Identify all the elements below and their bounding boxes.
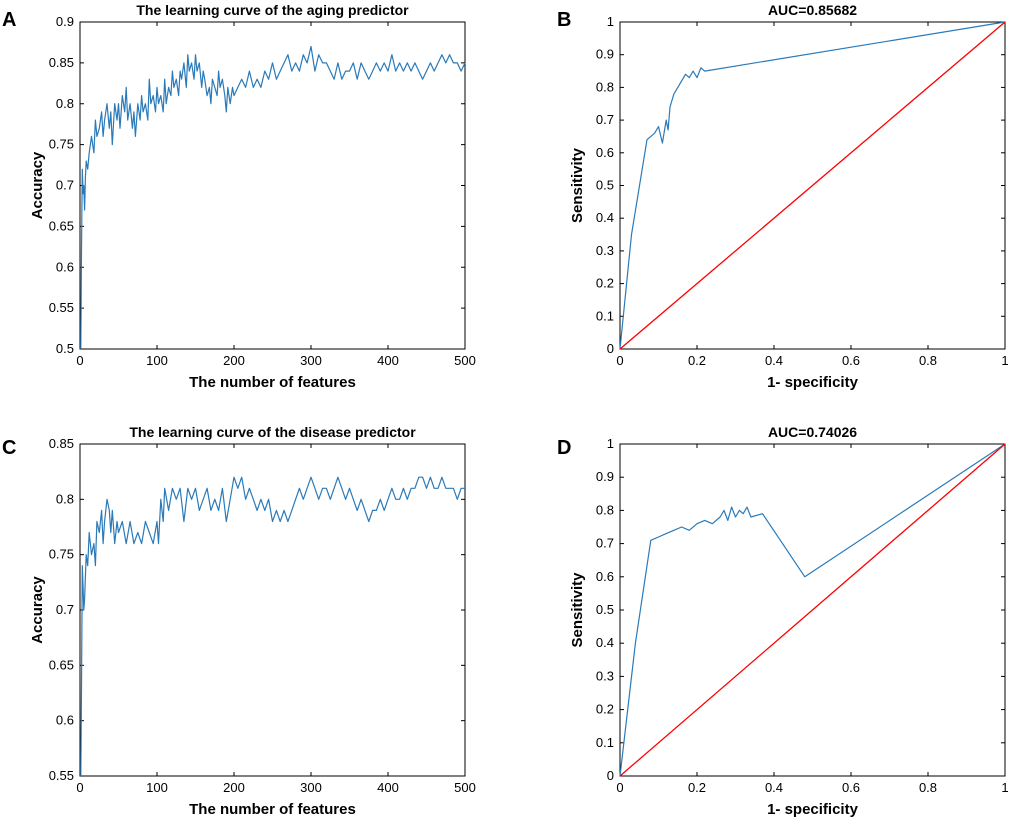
panel-letter: C — [2, 437, 16, 459]
y-tick-label: 1 — [607, 436, 614, 451]
x-tick-label: 0 — [616, 353, 623, 368]
x-tick-label: 1 — [1001, 353, 1008, 368]
y-tick-label: 0.6 — [56, 259, 74, 274]
y-tick-label: 0.65 — [49, 657, 74, 672]
y-tick-label: 0.6 — [596, 145, 614, 160]
y-tick-label: 0.8 — [596, 502, 614, 517]
y-tick-label: 0.8 — [596, 79, 614, 94]
y-tick-label: 0.7 — [596, 536, 614, 551]
x-tick-label: 0.8 — [919, 353, 937, 368]
y-axis-label: Sensitivity — [569, 147, 586, 223]
y-tick-label: 0.3 — [596, 243, 614, 258]
series-line-accuracy — [80, 45, 466, 350]
x-tick-label: 0 — [76, 353, 83, 368]
y-tick-label: 1 — [607, 14, 614, 29]
y-tick-label: 0.85 — [49, 436, 74, 451]
y-tick-label: 0.1 — [596, 308, 614, 323]
y-tick-label: 0.7 — [56, 178, 74, 193]
panel-b: B AUC=0.85682 0 0.2 0.4 0.6 0.8 1 0 0.1 0.2 0.3 0.4 0… — [557, 2, 1009, 391]
x-tick-label: 400 — [377, 780, 399, 795]
y-tick-label: 0.9 — [56, 14, 74, 29]
y-tick-label: 0.8 — [56, 96, 74, 111]
x-tick-label: 200 — [223, 353, 245, 368]
plot-frame — [79, 443, 466, 777]
y-tick-label: 0.4 — [596, 210, 614, 225]
x-tick-label: 0 — [616, 780, 623, 795]
y-tick-label: 0.75 — [49, 137, 74, 152]
x-tick-label: 200 — [223, 780, 245, 795]
y-axis-label: Accuracy — [29, 151, 46, 219]
y-tick-label: 0.55 — [49, 768, 74, 783]
y-tick-label: 0.9 — [596, 47, 614, 62]
y-axis-label: Sensitivity — [569, 572, 586, 648]
panel-d: D AUC=0.74026 0 0.2 0.4 0.6 0.8 1 0 0.1 0.2 0.3 0.4 0… — [557, 424, 1009, 818]
y-tick-label: 0 — [607, 341, 614, 356]
x-tick-label: 1 — [1001, 780, 1008, 795]
x-axis-label: The number of features — [189, 374, 356, 391]
panel-letter: D — [557, 437, 571, 459]
y-tick-label: 0.2 — [596, 276, 614, 291]
y-tick-label: 0.5 — [596, 178, 614, 193]
y-tick-label: 0.9 — [596, 469, 614, 484]
series-line-accuracy — [80, 476, 465, 777]
x-tick-label: 0.2 — [688, 780, 706, 795]
x-tick-label: 100 — [146, 780, 168, 795]
x-tick-label: 0.6 — [842, 353, 860, 368]
panel-letter: A — [2, 9, 16, 31]
chart-title: The learning curve of the disease predic… — [129, 424, 416, 440]
chart-title: AUC=0.85682 — [768, 2, 857, 18]
y-tick-label: 0.7 — [596, 112, 614, 127]
x-tick-label: 0.8 — [919, 780, 937, 795]
y-tick-label: 0.8 — [56, 491, 74, 506]
y-tick-label: 0.65 — [49, 218, 74, 233]
y-tick-label: 0.6 — [56, 713, 74, 728]
x-tick-label: 300 — [300, 780, 322, 795]
x-tick-label: 500 — [454, 353, 476, 368]
series-line-roc — [619, 443, 1006, 777]
y-tick-label: 0 — [607, 768, 614, 783]
x-axis-label: 1- specificity — [767, 801, 859, 818]
x-tick-label: 300 — [300, 353, 322, 368]
y-tick-label: 0.2 — [596, 702, 614, 717]
panel-a: A The learning curve of the aging predict… — [2, 2, 476, 391]
y-tick-label: 0.4 — [596, 635, 614, 650]
panel-letter: B — [557, 9, 571, 31]
y-axis-label: Accuracy — [29, 576, 46, 644]
x-tick-label: 0 — [76, 780, 83, 795]
x-axis-label: 1- specificity — [767, 374, 859, 391]
x-axis-label: The number of features — [189, 801, 356, 818]
y-tick-label: 0.3 — [596, 668, 614, 683]
y-tick-label: 0.1 — [596, 735, 614, 750]
y-tick-label: 0.75 — [49, 547, 74, 562]
x-tick-label: 0.4 — [765, 353, 783, 368]
x-tick-label: 500 — [454, 780, 476, 795]
chart-title: AUC=0.74026 — [768, 424, 857, 440]
y-tick-label: 0.7 — [56, 602, 74, 617]
x-tick-label: 0.6 — [842, 780, 860, 795]
y-tick-label: 0.55 — [49, 300, 74, 315]
plot-frame — [79, 21, 466, 350]
x-tick-label: 400 — [377, 353, 399, 368]
series-line-roc — [619, 21, 1006, 350]
x-tick-label: 0.4 — [765, 780, 783, 795]
y-tick-label: 0.85 — [49, 55, 74, 70]
chart-title: The learning curve of the aging predicto… — [136, 2, 409, 18]
y-tick-label: 0.5 — [56, 341, 74, 356]
x-tick-label: 0.2 — [688, 353, 706, 368]
panel-c: C The learning curve of the disease predi… — [2, 424, 476, 818]
y-tick-label: 0.5 — [596, 602, 614, 617]
reference-diagonal-line — [619, 443, 1006, 777]
reference-diagonal-line — [619, 21, 1006, 350]
x-tick-label: 100 — [146, 353, 168, 368]
y-tick-label: 0.6 — [596, 569, 614, 584]
